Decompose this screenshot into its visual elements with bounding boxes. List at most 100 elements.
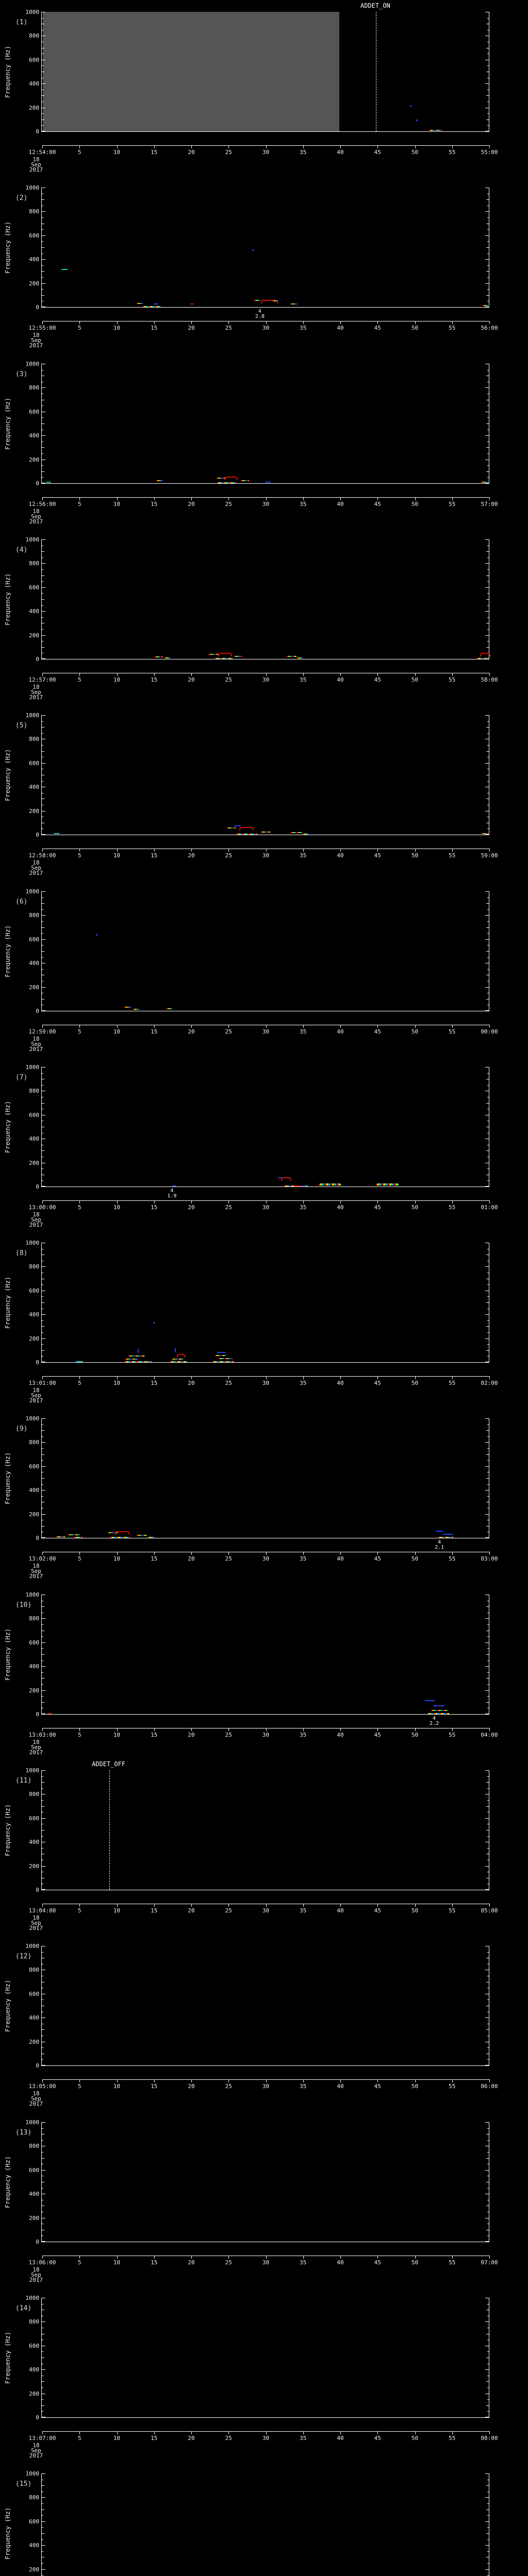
y-tick-label: 400: [29, 2366, 39, 2374]
y-tick: [485, 1442, 489, 1443]
y-tick: [486, 2485, 489, 2486]
y-tick: [42, 2235, 43, 2236]
y-tick-label: 0: [36, 1359, 39, 1366]
y-tick: [42, 909, 43, 910]
time-axis-tick: [489, 321, 490, 324]
y-tick: [42, 2047, 43, 2048]
y-tick: [487, 557, 489, 558]
y-tick-label: 800: [29, 1263, 39, 1270]
y-tick: [42, 891, 45, 892]
detection-redarc: [224, 477, 238, 481]
y-tick: [42, 265, 43, 266]
detection-rb: [272, 300, 278, 301]
x-tick-label: 15: [151, 325, 158, 331]
detection-rb: [217, 482, 237, 483]
y-tick: [42, 1526, 44, 1527]
y-tick: [485, 1514, 489, 1515]
y-tick-label: 600: [29, 2166, 39, 2174]
y-tick: [487, 593, 489, 594]
panel-index: (2): [15, 194, 28, 202]
annotation-line: 1.9: [167, 1193, 177, 1199]
time-axis-tick: [154, 145, 155, 148]
y-tick-label: 400: [29, 2191, 39, 2198]
detection-rbarc: [375, 1183, 399, 1185]
time-axis-tick: [266, 2079, 267, 2082]
x-tick-label: 20: [188, 1028, 195, 1035]
y-tick: [42, 1073, 43, 1074]
y-tick-label: 200: [29, 1335, 39, 1342]
y-tick: [485, 2170, 489, 2171]
y-tick: [42, 2545, 45, 2546]
y-tick: [485, 1010, 489, 1011]
detection-rb: [226, 827, 236, 829]
time-axis-tick: [303, 321, 304, 324]
spectrogram-panel-1: (1) Frequency (Hz) 0 200 400 600 800 1000 ADDET_…: [0, 0, 528, 176]
time-axis-tick: [191, 1728, 192, 1731]
time-axis-tick: [489, 1376, 490, 1379]
y-tick: [487, 2399, 489, 2400]
detection-blue: [217, 1352, 226, 1353]
time-axis-tick: [191, 849, 192, 852]
x-tick-label: 20: [188, 1907, 195, 1914]
y-tick: [42, 1818, 45, 1819]
y-tick-label: 800: [29, 32, 39, 40]
y-tick-label: 400: [29, 1311, 39, 1318]
x-tick-label: 5: [77, 852, 81, 859]
y-tick: [42, 229, 43, 230]
x-tick-label: 30: [262, 1028, 270, 1035]
y-tick: [485, 2321, 489, 2323]
y-tick: [42, 1436, 43, 1437]
plot-area: [41, 715, 489, 835]
x-tick-label: 30: [262, 325, 270, 331]
y-tick: [487, 1168, 489, 1170]
y-tick: [486, 2405, 489, 2406]
y-tick: [485, 1889, 489, 1890]
time-axis-tick: [303, 2256, 304, 2259]
time-axis-tick: [377, 1200, 378, 1204]
x-tick-label: 13:02:00: [28, 1555, 56, 1562]
spectrogram-panel-14: (14) Frequency (Hz) 0 200 400 600 800 1000 13:07…: [0, 2286, 528, 2462]
date-label: 18: [32, 2090, 40, 2097]
time-axis-tick: [415, 321, 416, 324]
date-label: Sep: [31, 2272, 41, 2278]
time-axis-tick: [340, 2431, 341, 2434]
y-axis-label: Frequency (Hz): [4, 1452, 11, 1504]
y-axis-label: Frequency (Hz): [4, 1804, 11, 1856]
x-tick-label: 40: [337, 1555, 344, 1562]
y-tick: [485, 1618, 489, 1619]
detection-rb: [125, 1358, 138, 1360]
y-tick-label: 800: [29, 2494, 39, 2501]
x-tick-label: 50: [411, 1380, 419, 1386]
time-axis-tick: [154, 1552, 155, 1555]
y-tick: [487, 781, 489, 782]
x-tick-label: 12:59:00: [28, 1028, 56, 1035]
panel-index: (12): [15, 1953, 32, 1960]
y-tick-label: 200: [29, 1159, 39, 1166]
time-axis-tick: [117, 145, 118, 148]
x-tick-label: 10: [113, 149, 121, 156]
y-tick: [42, 1314, 45, 1315]
y-tick: [42, 617, 43, 618]
x-tick-label: 25: [225, 149, 232, 156]
y-tick: [487, 1508, 489, 1509]
time-axis-tick: [340, 1376, 341, 1379]
y-tick: [42, 1460, 43, 1461]
detection-blue: [234, 825, 241, 826]
y-tick: [487, 1436, 489, 1437]
y-tick: [485, 1537, 489, 1538]
y-axis-label: Frequency (Hz): [4, 397, 11, 450]
y-tick: [487, 957, 489, 958]
y-tick: [42, 939, 45, 940]
y-tick: [42, 933, 43, 934]
x-tick-label: 10: [113, 2435, 121, 2442]
x-tick-label: 30: [262, 501, 270, 507]
panel-index: (13): [15, 2129, 32, 2137]
y-tick: [42, 435, 45, 436]
time-axis-tick: [452, 1728, 453, 1731]
time-axis-tick: [79, 2079, 80, 2082]
y-tick: [42, 1514, 45, 1515]
x-tick-label: 35: [300, 2259, 307, 2266]
x-tick-label: 45: [374, 1028, 381, 1035]
y-tick: [42, 1418, 45, 1419]
x-tick-label: 45: [374, 1380, 381, 1386]
